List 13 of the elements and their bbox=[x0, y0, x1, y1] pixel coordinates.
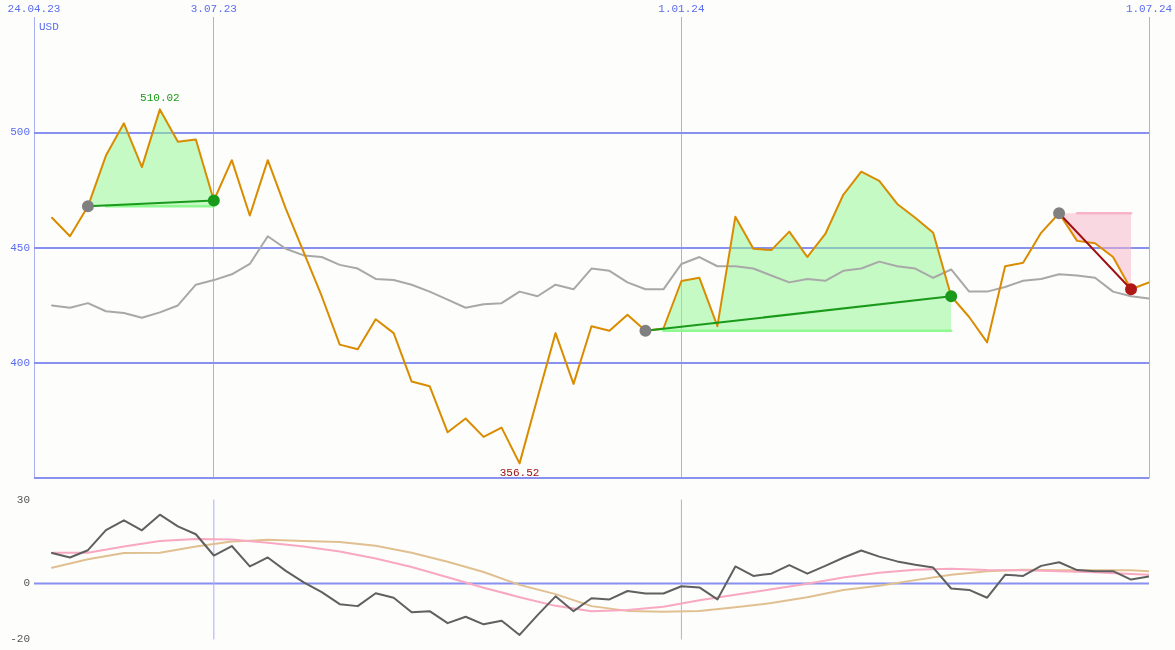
x-tick-label: 1.07.24 bbox=[1125, 2, 1173, 15]
y-tick-label: 0 bbox=[23, 577, 30, 590]
y-tick-label: 450 bbox=[10, 241, 30, 254]
y-tick-label: 500 bbox=[10, 126, 30, 139]
x-tick-label: 24.04.23 bbox=[7, 2, 61, 15]
y-tick-label: 400 bbox=[10, 357, 30, 370]
x-tick-label: 3.07.23 bbox=[190, 2, 237, 15]
x-tick-label: 1.01.24 bbox=[658, 2, 705, 15]
annotation: 356.52 bbox=[499, 466, 540, 479]
y-axis-title: USD bbox=[39, 20, 60, 33]
y-tick-label: 30 bbox=[16, 493, 30, 506]
annotation: 510.02 bbox=[140, 91, 180, 104]
y-tick-label: -20 bbox=[10, 633, 30, 646]
